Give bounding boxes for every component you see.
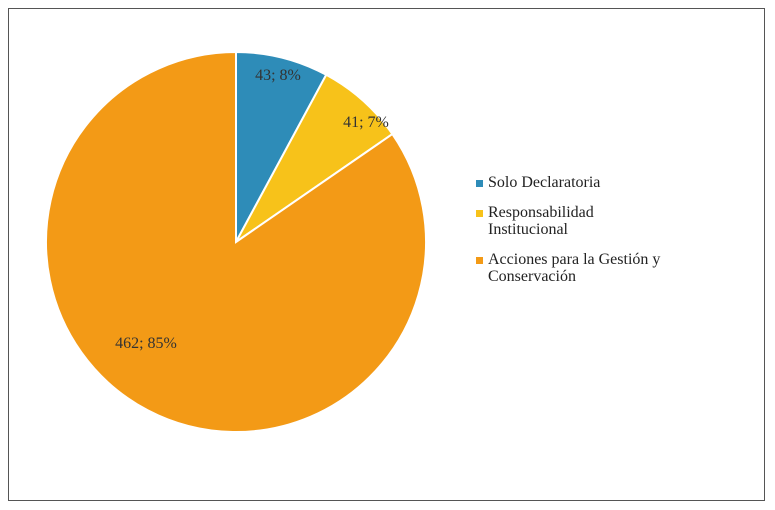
legend-swatch: [476, 180, 483, 187]
legend-label: Acciones para la Gestión y Conservación: [488, 251, 661, 285]
pie-slice-1: [235, 50, 328, 243]
legend-item-2: Responsabilidad Institucional: [476, 204, 660, 238]
legend: Solo Declaratoria Responsabilidad Instituc…: [476, 174, 660, 298]
data-label-3: 462; 85%: [115, 335, 177, 352]
legend-label: Responsabilidad Institucional: [488, 204, 594, 238]
chart-frame: [8, 8, 765, 501]
legend-label: Solo Declaratoria: [488, 174, 601, 191]
legend-swatch: [476, 210, 483, 217]
data-label-1: 43; 8%: [255, 67, 301, 84]
legend-item-1: Solo Declaratoria: [476, 174, 660, 191]
pie-slice-3: [45, 50, 427, 433]
legend-swatch: [476, 257, 483, 264]
data-label-2: 41; 7%: [343, 114, 389, 131]
legend-item-3: Acciones para la Gestión y Conservación: [476, 251, 660, 285]
